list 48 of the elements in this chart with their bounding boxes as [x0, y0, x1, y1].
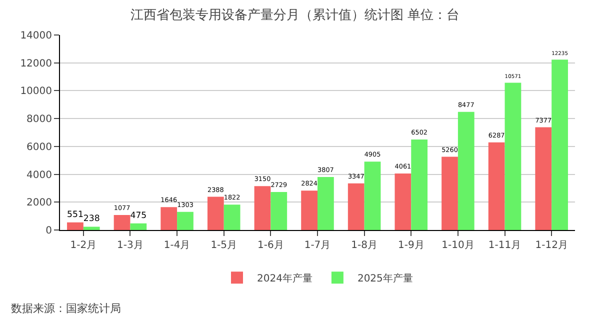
y-tick-label: 2000: [26, 198, 52, 209]
bar: [130, 223, 147, 230]
bar: [364, 162, 381, 230]
bar: [394, 173, 412, 230]
bar: [270, 192, 288, 230]
chart-title: 江西省包装专用设备产量分月（累计值）统计图 单位：台: [130, 8, 460, 23]
bar: [488, 142, 505, 230]
y-tick-label: 12000: [20, 58, 52, 70]
y-tick-label: 0: [46, 226, 52, 236]
x-tick-label: 1-6月: [258, 240, 284, 251]
x-tick-label: 1-11月: [488, 240, 522, 251]
bar: [83, 226, 100, 230]
bar: [535, 127, 552, 230]
bar: [318, 176, 334, 230]
x-tick-label: 1-3月: [117, 240, 144, 251]
legend-label: 2025年产量: [357, 272, 413, 285]
bar: [442, 156, 458, 230]
bar: [254, 186, 271, 230]
bar: [224, 204, 240, 230]
bar: [67, 222, 84, 230]
x-tick-label: 1-10月: [442, 240, 474, 251]
bar: [207, 196, 224, 230]
bar: [177, 212, 194, 230]
bar: [552, 60, 568, 230]
x-tick-label: 1-7月: [304, 240, 331, 251]
x-tick-label: 1-9月: [398, 240, 424, 251]
y-tick-label: 14000: [20, 30, 52, 42]
bar: [411, 139, 428, 230]
x-tick-label: 1-4月: [164, 240, 190, 251]
data-label: 551: [67, 210, 84, 220]
bar: [458, 112, 474, 230]
y-tick-label: 10000: [20, 86, 52, 98]
x-tick-label: 1-5月: [210, 240, 238, 251]
data-label: 475: [130, 210, 147, 221]
source-note: 数据来源：国家统计局: [11, 302, 121, 315]
x-tick-label: 1-2月: [70, 240, 97, 251]
bar: [348, 183, 364, 230]
y-tick-label: 8000: [26, 114, 52, 126]
bar: [160, 207, 178, 230]
y-tick-label: 6000: [26, 142, 52, 153]
bar: [114, 215, 130, 230]
data-label: 238: [83, 214, 100, 224]
y-tick-label: 4000: [26, 170, 52, 181]
legend-label: 2024年产量: [257, 272, 312, 285]
bar: [301, 190, 318, 230]
bar: [504, 82, 522, 230]
x-tick-label: 1-12月: [535, 240, 568, 251]
x-tick-label: 1-8月: [351, 240, 378, 251]
